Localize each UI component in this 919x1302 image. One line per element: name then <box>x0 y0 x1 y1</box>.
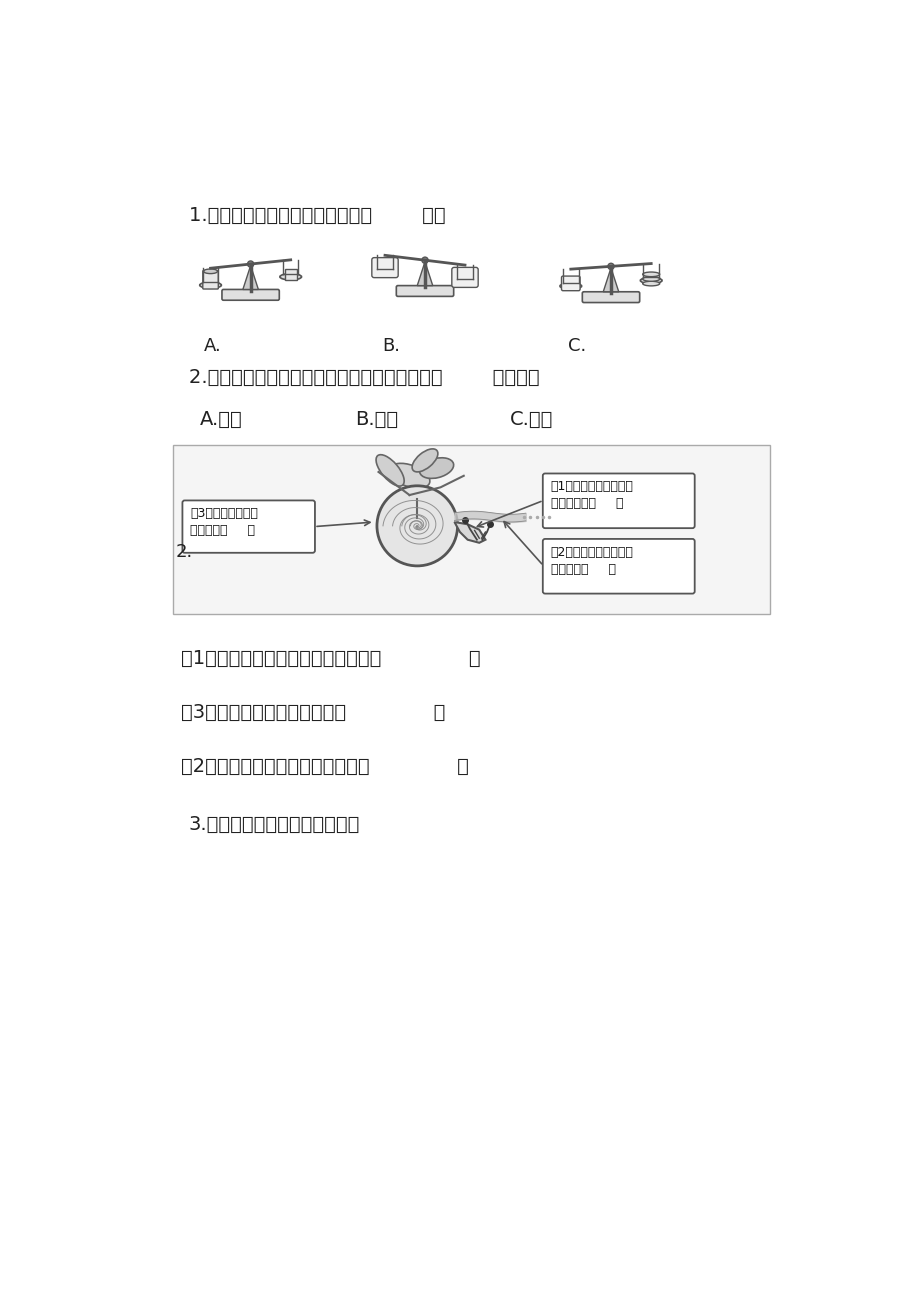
FancyBboxPatch shape <box>561 276 580 290</box>
Text: （3）我不能在玻璃: （3）我不能在玻璃 <box>190 508 257 521</box>
Circle shape <box>422 256 427 263</box>
Text: （2）我爬过的地方会留下黏液。（              ）: （2）我爬过的地方会留下黏液。（ ） <box>181 756 469 776</box>
Ellipse shape <box>389 464 429 488</box>
Text: （1）我的眼睛长在短触: （1）我的眼睛长在短触 <box>550 480 633 493</box>
FancyBboxPatch shape <box>173 445 769 615</box>
FancyBboxPatch shape <box>542 474 694 529</box>
Text: B.: B. <box>382 337 400 355</box>
Ellipse shape <box>454 279 475 285</box>
Text: （1）我的眼睛长在短触角的顶端。（              ）: （1）我的眼睛长在短触角的顶端。（ ） <box>181 648 480 668</box>
Text: A.大小: A.大小 <box>200 410 243 430</box>
Ellipse shape <box>642 276 659 281</box>
Ellipse shape <box>199 283 221 288</box>
FancyBboxPatch shape <box>221 289 279 301</box>
Polygon shape <box>417 262 432 285</box>
Text: C.: C. <box>568 337 586 355</box>
Circle shape <box>607 263 614 270</box>
Polygon shape <box>243 266 258 289</box>
Text: 3.画出一种你观察到的小动物。: 3.画出一种你观察到的小动物。 <box>188 815 359 833</box>
Ellipse shape <box>374 270 395 275</box>
Ellipse shape <box>376 454 403 486</box>
FancyBboxPatch shape <box>542 539 694 594</box>
FancyBboxPatch shape <box>202 271 218 289</box>
Text: C.形状: C.形状 <box>510 410 553 430</box>
Text: （2）我爬过的地方会留: （2）我爬过的地方会留 <box>550 546 633 559</box>
FancyBboxPatch shape <box>371 258 398 277</box>
Ellipse shape <box>642 281 659 286</box>
Text: 1.比较它们轻重的最简便方法是（        ）。: 1.比较它们轻重的最简便方法是（ ）。 <box>188 206 445 225</box>
Bar <box>284 270 297 280</box>
FancyBboxPatch shape <box>451 267 478 288</box>
Circle shape <box>377 486 457 566</box>
Text: B.材质: B.材质 <box>355 410 398 430</box>
Circle shape <box>247 260 254 267</box>
Text: 2.: 2. <box>176 543 192 561</box>
Text: 角的顶端。（     ）: 角的顶端。（ ） <box>550 497 622 510</box>
Text: 上爬行。（     ）: 上爬行。（ ） <box>190 525 255 538</box>
Text: （3）我不能在玻璃上爬行。（              ）: （3）我不能在玻璃上爬行。（ ） <box>181 703 445 721</box>
Ellipse shape <box>203 270 217 273</box>
Text: 2.如果两个碗的轻重不同，说明物体的轻重与（        ）有关。: 2.如果两个碗的轻重不同，说明物体的轻重与（ ）有关。 <box>188 368 539 387</box>
Text: 下黏液。（     ）: 下黏液。（ ） <box>550 562 615 575</box>
Ellipse shape <box>560 283 581 289</box>
FancyBboxPatch shape <box>582 292 639 302</box>
Ellipse shape <box>279 273 301 280</box>
Polygon shape <box>603 268 618 292</box>
Polygon shape <box>454 522 485 543</box>
Text: A.: A. <box>204 337 221 355</box>
FancyBboxPatch shape <box>182 500 314 553</box>
Ellipse shape <box>419 458 453 478</box>
Ellipse shape <box>642 272 659 276</box>
FancyBboxPatch shape <box>396 285 453 297</box>
Ellipse shape <box>640 277 662 284</box>
Ellipse shape <box>412 449 437 471</box>
